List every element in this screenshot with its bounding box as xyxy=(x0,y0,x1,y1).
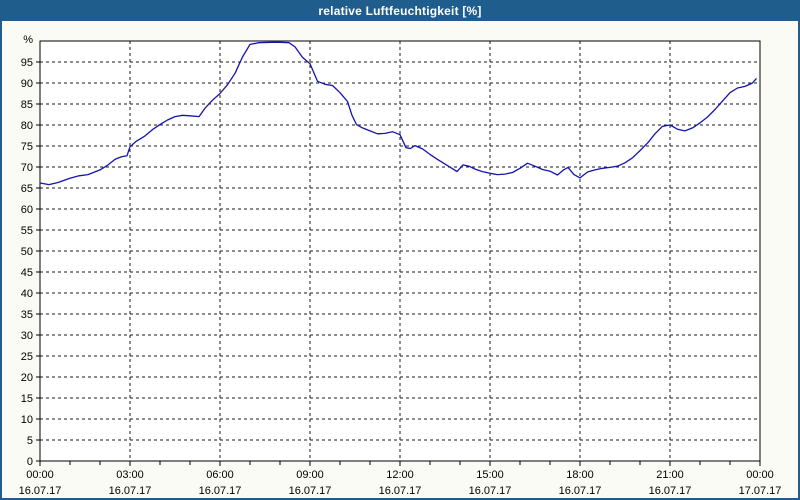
x-tick-date-label: 16.07.17 xyxy=(379,485,422,497)
y-tick-label: 60 xyxy=(21,204,33,216)
chart-panel: 0 5 10 15 20 25 30 35 40 45 50 55 60 65 70 75 80 85 90 95% 0… xyxy=(2,21,798,498)
y-tick-label: 30 xyxy=(21,330,33,342)
y-tick-label: 45 xyxy=(21,267,33,279)
y-tick-label: 80 xyxy=(21,120,33,132)
humidity-series-line xyxy=(39,41,757,186)
x-tick-time-label: 15:00 xyxy=(476,469,504,481)
y-tick-label: 0 xyxy=(27,456,33,468)
x-tick-date-label: 16.07.17 xyxy=(19,485,62,497)
y-axis-unit-label: % xyxy=(23,34,33,46)
x-tick-time-label: 00:00 xyxy=(746,469,774,481)
x-tick-date-label: 16.07.17 xyxy=(289,485,332,497)
y-tick-label: 5 xyxy=(27,435,33,447)
y-tick-label: 10 xyxy=(21,414,33,426)
y-tick-label: 35 xyxy=(21,309,33,321)
y-tick-label: 90 xyxy=(21,78,33,90)
x-tick-date-label: 16.07.17 xyxy=(649,485,692,497)
x-tick-date-label: 16.07.17 xyxy=(469,485,512,497)
x-tick-time-label: 03:00 xyxy=(116,469,144,481)
y-tick-label: 95 xyxy=(21,57,33,69)
x-tick-time-label: 12:00 xyxy=(386,469,414,481)
chart-title-bar: relative Luftfeuchtigkeit [%] xyxy=(0,0,800,21)
y-tick-label: 65 xyxy=(21,183,33,195)
plot-border xyxy=(39,40,761,462)
x-tick-time-label: 00:00 xyxy=(26,469,54,481)
y-tick-label: 15 xyxy=(21,393,33,405)
y-tick-label: 70 xyxy=(21,162,33,174)
y-tick-label: 25 xyxy=(21,351,33,363)
y-tick-label: 20 xyxy=(21,372,33,384)
y-tick-label: 75 xyxy=(21,141,33,153)
y-tick-label: 85 xyxy=(21,99,33,111)
x-tick-time-label: 06:00 xyxy=(206,469,234,481)
y-tick-label: 40 xyxy=(21,288,33,300)
x-tick-date-label: 16.07.17 xyxy=(199,485,242,497)
chart-title: relative Luftfeuchtigkeit [%] xyxy=(318,3,482,18)
x-tick-date-label: 17.07.17 xyxy=(739,485,782,497)
x-tick-date-label: 16.07.17 xyxy=(559,485,602,497)
x-tick-time-label: 18:00 xyxy=(566,469,594,481)
x-tick-time-label: 21:00 xyxy=(656,469,684,481)
humidity-line-chart: 0 5 10 15 20 25 30 35 40 45 50 55 60 65 70 75 80 85 90 95% 0… xyxy=(19,34,782,497)
y-tick-label: 55 xyxy=(21,225,33,237)
x-tick-time-label: 09:00 xyxy=(296,469,324,481)
x-tick-date-label: 16.07.17 xyxy=(109,485,152,497)
y-tick-label: 50 xyxy=(21,246,33,258)
